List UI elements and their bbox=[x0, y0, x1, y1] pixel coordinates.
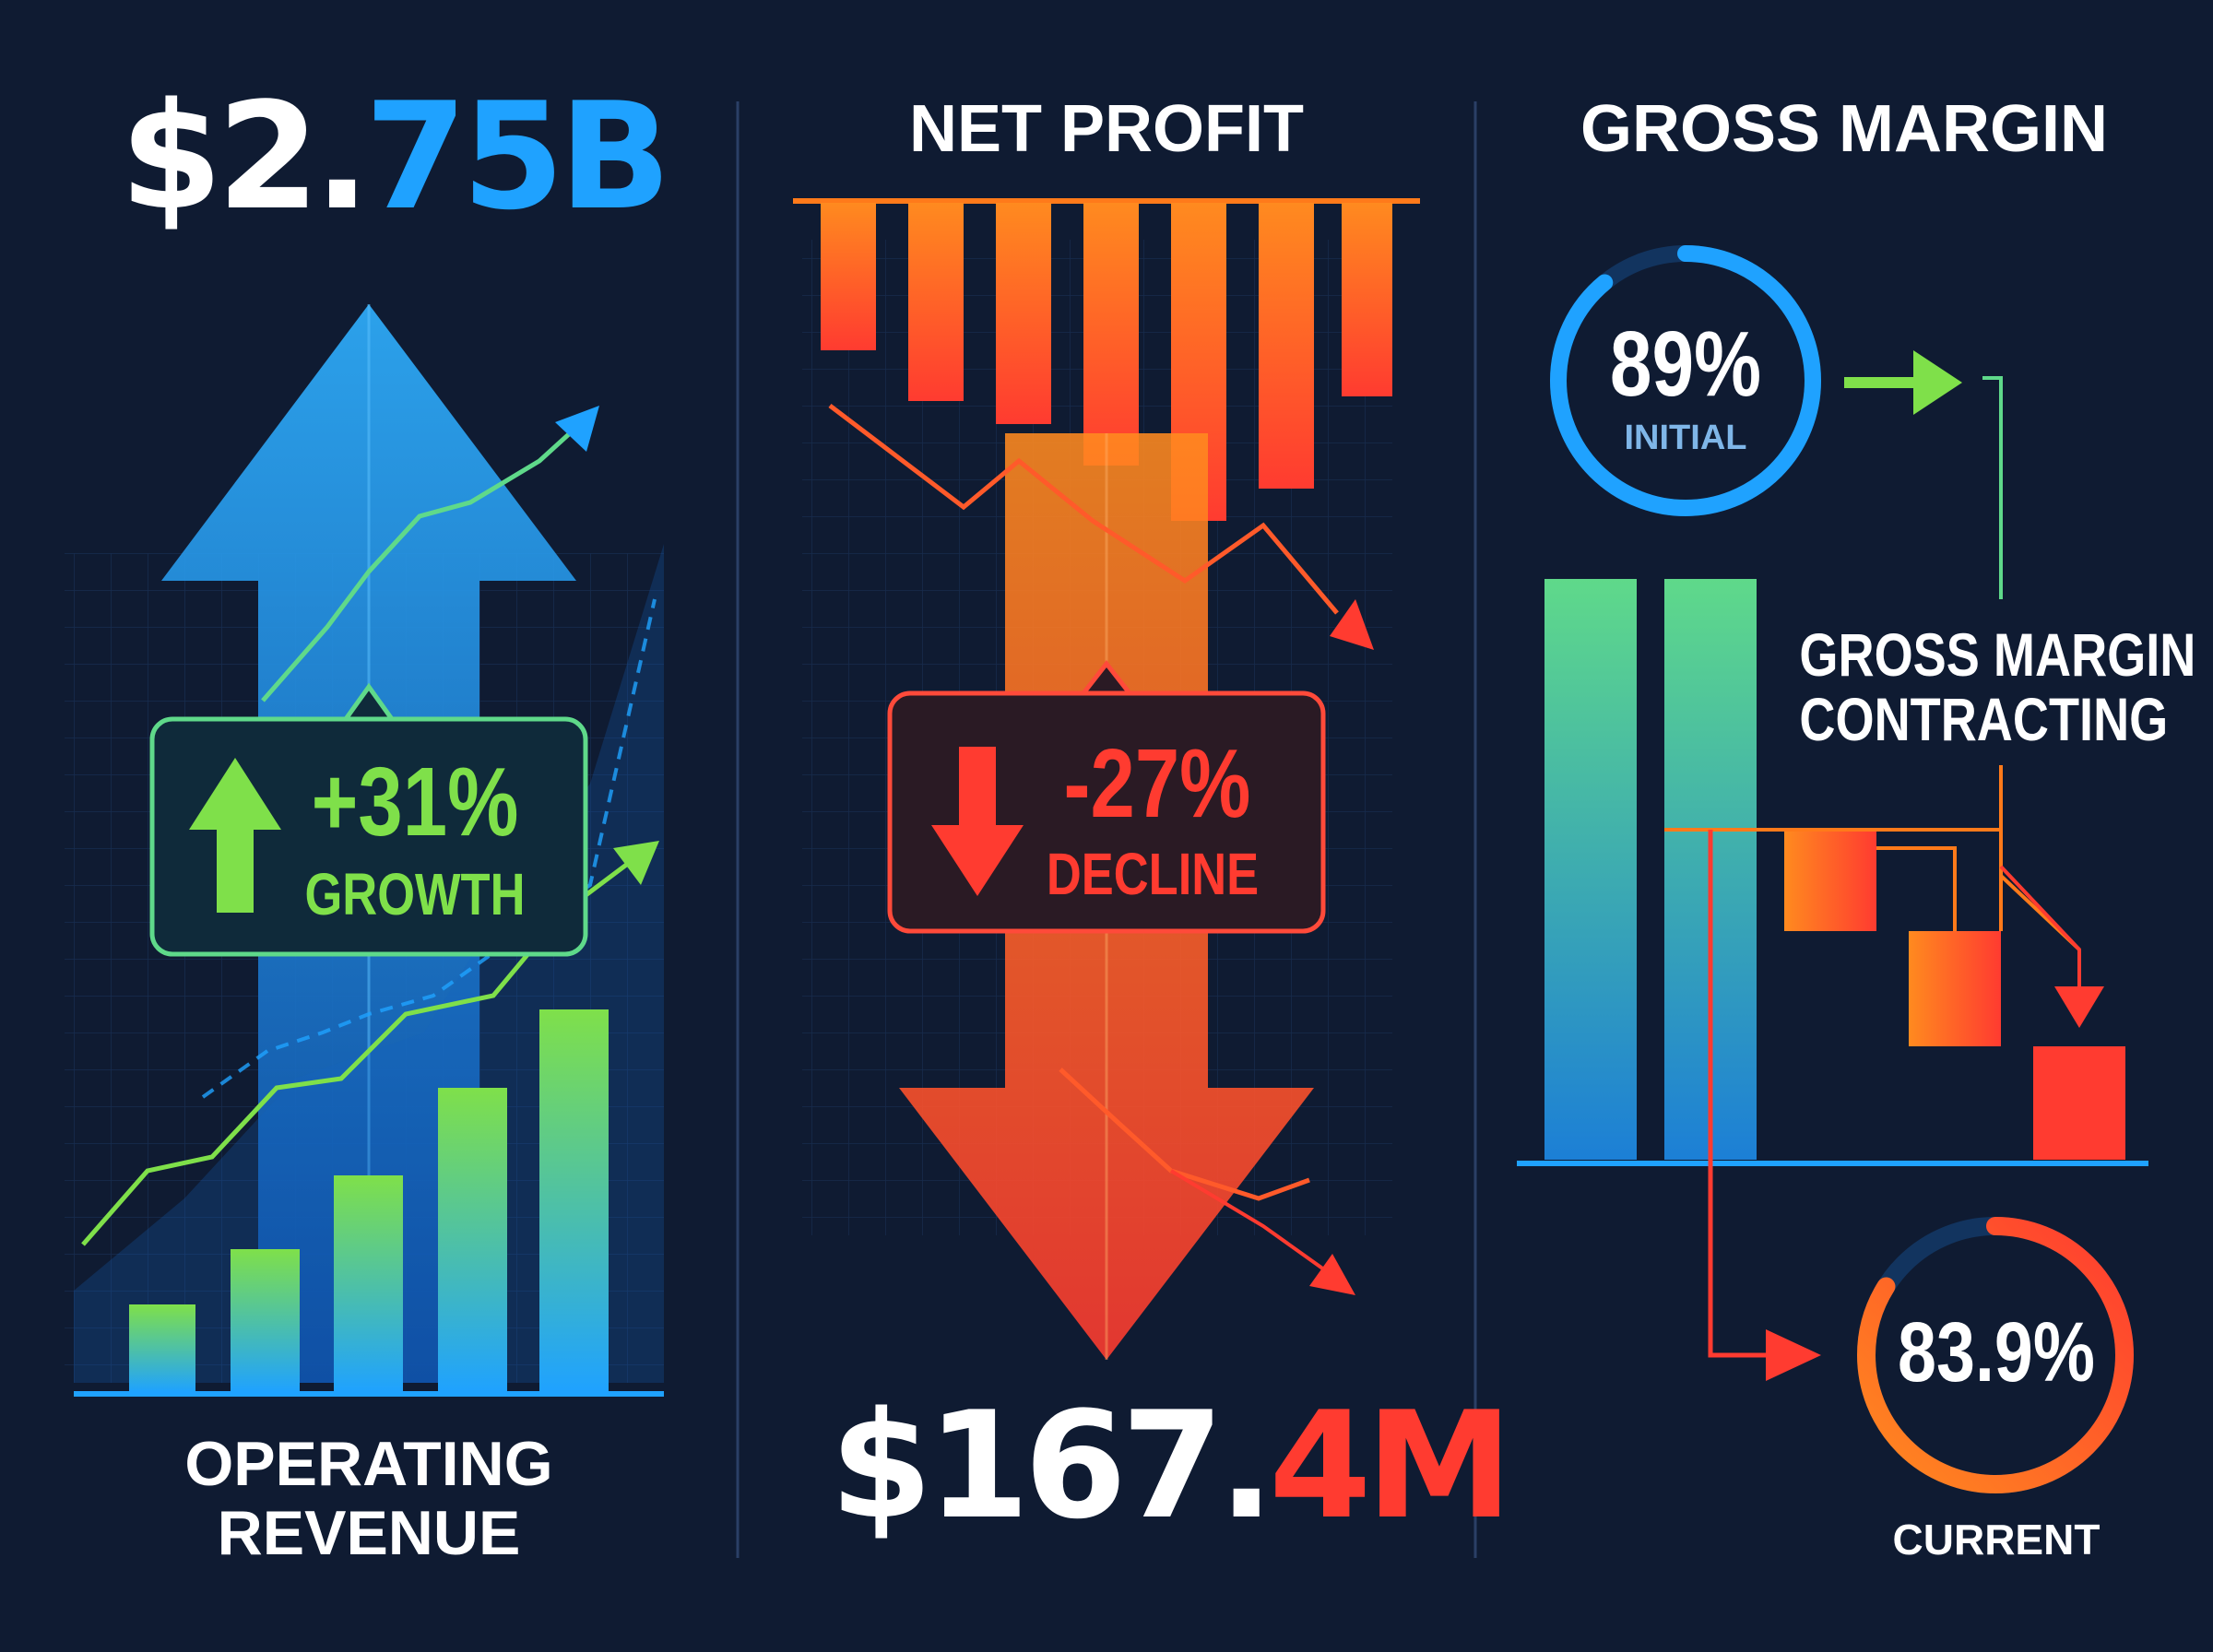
profit-value-suffix: 4M bbox=[1269, 1379, 1513, 1552]
initial-ring-progress bbox=[1550, 245, 1821, 516]
profit-bar-4 bbox=[1083, 203, 1139, 466]
revenue-label-line1: OPERATING bbox=[184, 1429, 553, 1499]
revenue-trend-arrowhead-upper bbox=[555, 406, 599, 452]
initial-value: 89% bbox=[1609, 313, 1762, 416]
growth-percent: +31% bbox=[311, 748, 519, 856]
revenue-value: $2.75B bbox=[120, 65, 671, 249]
revenue-bar-2 bbox=[231, 1249, 300, 1392]
profit-bar-7 bbox=[1342, 203, 1392, 396]
arrow-up-icon bbox=[189, 758, 281, 913]
revenue-bar-4 bbox=[438, 1088, 507, 1392]
revenue-bar-1 bbox=[129, 1304, 195, 1392]
growth-label: GROWTH bbox=[304, 861, 526, 927]
profit-title: NET PROFIT bbox=[909, 92, 1304, 166]
margin-step-3 bbox=[2033, 1046, 2125, 1160]
current-label: CURRENT bbox=[1892, 1516, 2101, 1564]
profit-bar-2 bbox=[908, 203, 964, 401]
profit-trend-line bbox=[828, 404, 1339, 615]
profit-value-prefix: $167. bbox=[830, 1379, 1274, 1552]
margin-note-line1: GROSS MARGIN bbox=[1799, 620, 2196, 689]
revenue-value-prefix: $2. bbox=[120, 70, 370, 242]
current-value: 83.9% bbox=[1898, 1305, 2095, 1399]
arrow-right-icon bbox=[1913, 350, 1962, 415]
revenue-value-suffix: 75B bbox=[364, 70, 671, 242]
arrow-down-icon bbox=[931, 747, 1024, 896]
revenue-bar-3 bbox=[334, 1175, 403, 1392]
revenue-trend-arrowhead-lower bbox=[613, 841, 659, 885]
profit-bar-3 bbox=[996, 203, 1051, 424]
revenue-bar-5 bbox=[539, 1009, 609, 1392]
profit-bar-6 bbox=[1259, 203, 1314, 489]
margin-note-line2: CONTRACTING bbox=[1799, 685, 2169, 753]
decline-label: DECLINE bbox=[1046, 841, 1260, 907]
profit-bar-1 bbox=[821, 203, 876, 350]
margin-step-1 bbox=[1784, 830, 1876, 931]
revenue-trend-line-upper bbox=[261, 413, 592, 702]
initial-label: INITIAL bbox=[1624, 419, 1747, 457]
profit-value: $167.4M bbox=[830, 1374, 1513, 1558]
current-ring-progress bbox=[1857, 1217, 2134, 1493]
margin-column-1 bbox=[1544, 579, 1637, 1160]
revenue-label-line2: REVENUE bbox=[217, 1498, 521, 1568]
margin-step-2 bbox=[1909, 931, 2001, 1046]
margin-title: GROSS MARGIN bbox=[1580, 92, 2109, 166]
decline-percent: -27% bbox=[1063, 729, 1251, 838]
